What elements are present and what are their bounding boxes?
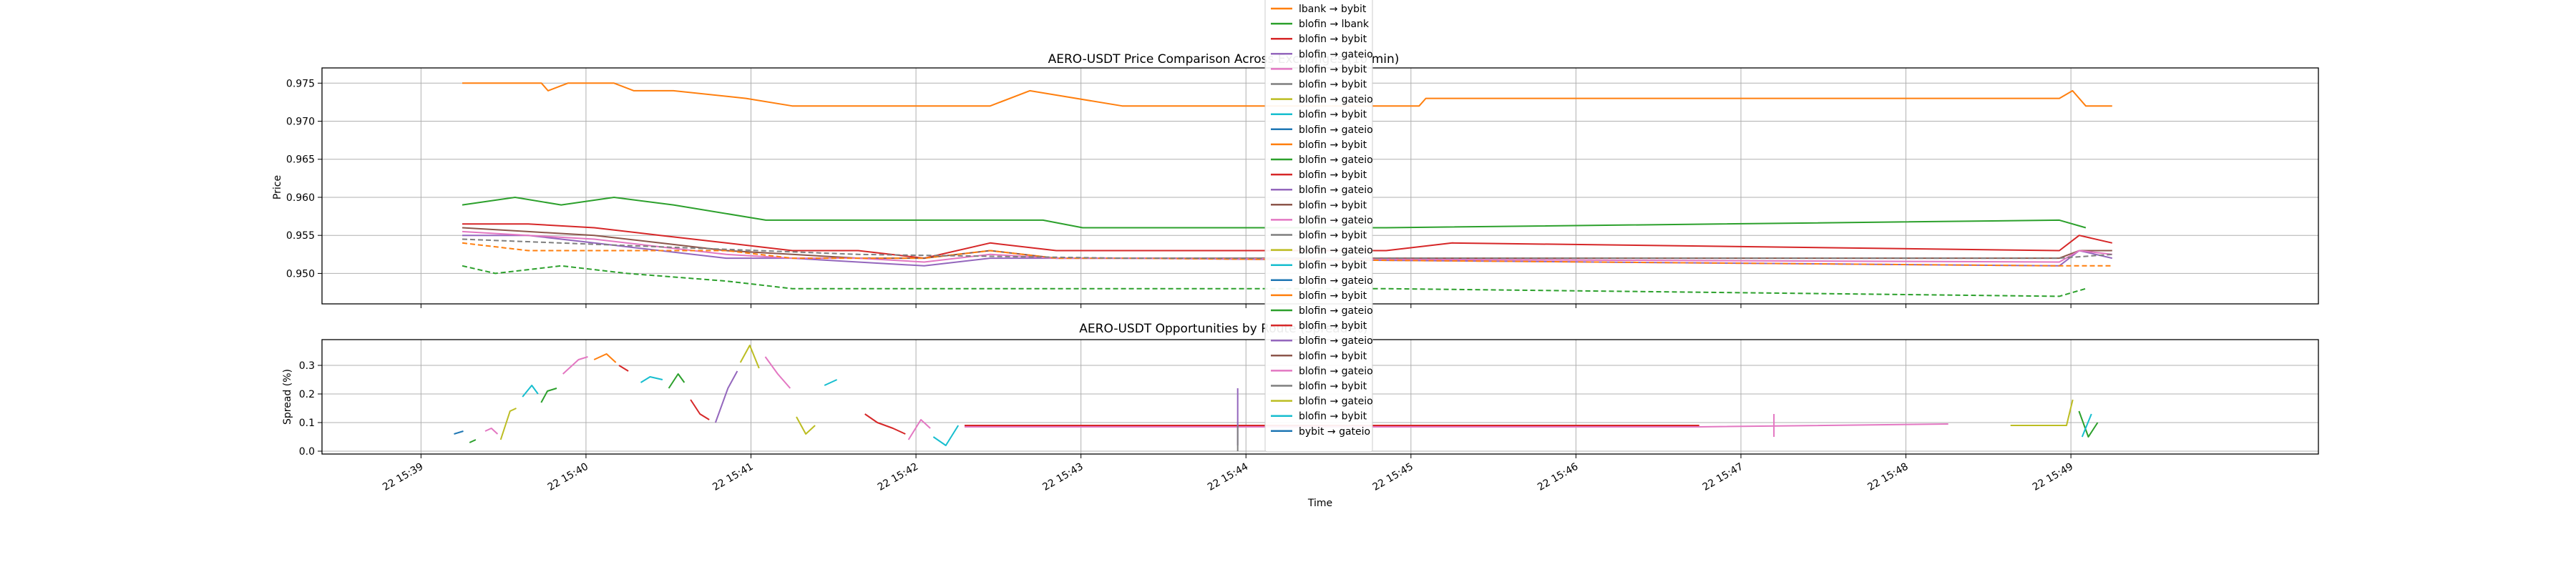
spread-series-line: [454, 430, 464, 435]
legend-items: lbank → bybit blofin → lbank blofin → bybi…: [1271, 4, 1373, 438]
spread-x-tick-label: 22 15:44: [1206, 461, 1250, 493]
spread-x-tick-label: 22 15:45: [1371, 461, 1415, 493]
spread-series-line: [484, 428, 499, 435]
spread-x-tick-label: 22 15:46: [1536, 461, 1580, 493]
spread-series-line: [965, 423, 1948, 428]
legend-label: blofin → gateio: [1299, 305, 1373, 317]
legend-label: blofin → bybit: [1299, 411, 1367, 423]
spread-x-tick-label: 22 15:42: [876, 461, 920, 493]
spread-series-line: [499, 408, 517, 440]
spread-x-label: Time: [1307, 498, 1332, 509]
legend-label: blofin → bybit: [1299, 350, 1367, 362]
price-x-ticks: [420, 304, 2072, 308]
spread-series-line: [522, 385, 539, 398]
legend-label: blofin → bybit: [1299, 320, 1367, 332]
spread-x-tick-label: 22 15:40: [546, 461, 590, 493]
legend-label: blofin → gateio: [1299, 49, 1373, 60]
spread-series-line: [864, 413, 906, 435]
legend-box: [1264, 0, 1373, 453]
spread-x-tick-label: 22 15:39: [381, 461, 425, 493]
legend-label: blofin → gateio: [1299, 94, 1373, 106]
spread-series-line: [714, 370, 738, 423]
spread-series-line: [2078, 410, 2099, 438]
spread-series-line: [824, 379, 838, 386]
legend-label: blofin → gateio: [1299, 214, 1373, 226]
legend-label: blofin → gateio: [1299, 154, 1373, 166]
spread-y-tick-label: 0.1: [299, 418, 315, 429]
spread-x-tick-label: 22 15:48: [1865, 461, 1910, 493]
legend-label: blofin → gateio: [1299, 365, 1373, 377]
price-y-tick-label: 0.960: [286, 192, 315, 204]
spread-series-line: [764, 356, 791, 389]
spread-series-line: [907, 419, 931, 440]
spread-series-line: [469, 439, 477, 443]
price-y-tick-label: 0.975: [286, 78, 315, 89]
price-y-tick-label: 0.970: [286, 117, 315, 128]
spread-y-tick-label: 0.0: [299, 446, 315, 458]
price-series-line: [462, 238, 2112, 260]
spread-x-tick-label: 22 15:41: [711, 461, 755, 493]
spread-series-line: [932, 425, 960, 446]
spread-y-tick-label: 0.3: [299, 360, 315, 372]
legend-label: blofin → bybit: [1299, 290, 1367, 302]
spread-y-tick-label: 0.2: [299, 389, 315, 400]
legend-label: blofin → bybit: [1299, 109, 1367, 121]
legend-label: blofin → gateio: [1299, 275, 1373, 287]
spread-y-ticks: 0.0 0.1 0.2 0.3: [299, 360, 322, 458]
spread-series-line: [668, 373, 686, 389]
legend-label: blofin → gateio: [1299, 184, 1373, 196]
spread-series-line: [640, 376, 663, 383]
price-y-tick-label: 0.955: [286, 230, 315, 242]
price-series-line: [462, 223, 2113, 260]
legend-label: blofin → bybit: [1299, 139, 1367, 151]
price-series-line: [462, 242, 2112, 267]
spread-series-line: [540, 388, 557, 403]
legend-label: blofin → gateio: [1299, 335, 1373, 347]
legend-label: blofin → gateio: [1299, 245, 1373, 257]
legend-label: blofin → bybit: [1299, 64, 1367, 75]
legend-label: lbank → bybit: [1299, 4, 1367, 15]
legend-label: blofin → bybit: [1299, 199, 1367, 211]
price-series-line: [462, 82, 2112, 107]
spread-x-tick-label: 22 15:49: [2031, 461, 2075, 493]
spread-x-tick-label: 22 15:47: [1701, 461, 1745, 493]
legend-label: blofin → bybit: [1299, 79, 1367, 91]
price-y-tick-label: 0.950: [286, 268, 315, 280]
spread-x-ticks: 22 15:39 22 15:40 22 15:41 22 15:42 22 15:43…: [381, 454, 2075, 493]
spread-series-line: [593, 353, 617, 363]
legend-label: blofin → gateio: [1299, 396, 1373, 408]
spread-series-line: [2081, 413, 2092, 438]
price-y-label: Price: [272, 175, 283, 199]
price-series-line: [462, 230, 2112, 263]
spread-series-line: [796, 416, 816, 435]
legend-label: blofin → bybit: [1299, 381, 1367, 393]
legend-label: bybit → gateio: [1299, 426, 1370, 438]
legend-label: blofin → bybit: [1299, 260, 1367, 272]
legend-label: blofin → bybit: [1299, 34, 1367, 45]
price-y-tick-label: 0.965: [286, 154, 315, 166]
legend-label: blofin → bybit: [1299, 230, 1367, 242]
spread-series-line: [562, 356, 588, 375]
spread-series-line: [2010, 399, 2074, 426]
legend-label: blofin → gateio: [1299, 124, 1373, 136]
spread-y-label: Spread (%): [282, 369, 293, 425]
spread-series-line: [618, 365, 629, 372]
spread-series-line: [690, 399, 710, 420]
price-y-ticks: 0.950 0.955 0.960 0.965 0.970 0.975: [286, 78, 322, 280]
spread-series-line: [739, 345, 760, 369]
spread-x-tick-label: 22 15:43: [1040, 461, 1085, 493]
legend: lbank → bybit blofin → lbank blofin → bybi…: [1264, 0, 1373, 453]
legend-label: blofin → bybit: [1299, 169, 1367, 181]
legend-label: blofin → lbank: [1299, 19, 1370, 30]
